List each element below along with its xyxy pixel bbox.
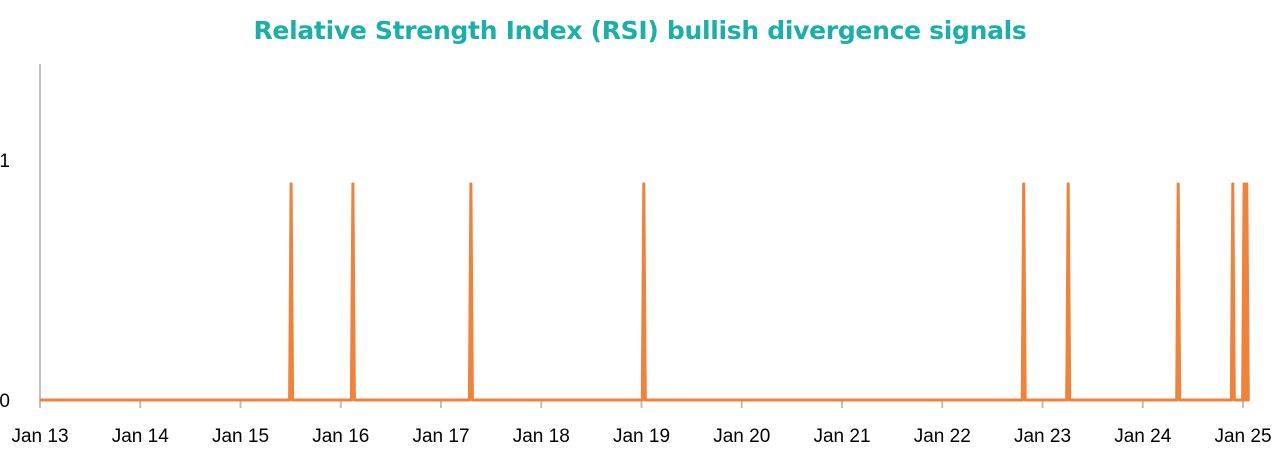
- signal-point: [1176, 182, 1180, 186]
- x-tick-label: Jan 13: [11, 426, 68, 447]
- x-tick-label: Jan 20: [713, 426, 770, 447]
- signal-point: [469, 182, 473, 186]
- signal-series-line: [40, 182, 1250, 402]
- x-tick-label: Jan 18: [513, 426, 570, 447]
- signal-point: [351, 182, 355, 186]
- signal-point: [289, 182, 293, 186]
- x-tick-label: Jan 22: [914, 426, 971, 447]
- x-tick-label: Jan 19: [613, 426, 670, 447]
- y-tick-label: 1: [0, 151, 10, 172]
- signal-point: [1231, 182, 1235, 186]
- signal-point: [1066, 182, 1070, 186]
- x-tick-label: Jan 21: [813, 426, 870, 447]
- x-tick-label: Jan 24: [1114, 426, 1171, 447]
- signal-point: [1242, 182, 1246, 186]
- signal-point: [1245, 182, 1249, 186]
- x-tick-label: Jan 14: [112, 426, 169, 447]
- chart-title: Relative Strength Index (RSI) bullish di…: [253, 16, 1027, 45]
- x-tick-label: Jan 17: [412, 426, 469, 447]
- x-tick-label: Jan 25: [1214, 426, 1271, 447]
- x-tick-label: Jan 16: [312, 426, 369, 447]
- signal-point: [1022, 182, 1026, 186]
- x-tick-label: Jan 15: [212, 426, 269, 447]
- x-tick-label: Jan 23: [1014, 426, 1071, 447]
- signal-point: [642, 182, 646, 186]
- y-tick-label: 0: [0, 391, 10, 412]
